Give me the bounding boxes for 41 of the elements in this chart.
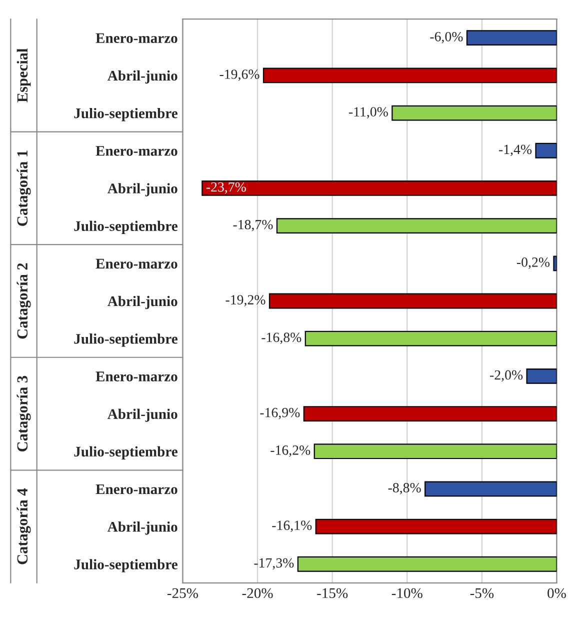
data-label: -16,2%: [270, 445, 310, 457]
text: Catagoría 3: [16, 376, 31, 452]
x-tick-label: -5%: [470, 588, 494, 598]
x-tick-label: -20%: [242, 588, 273, 598]
y-tick-label: Julio-septiembre: [74, 108, 178, 122]
y-tick-label: Enero-marzo: [96, 258, 178, 269]
x-tick-label: 0%: [548, 588, 566, 598]
y-tick-label: Julio-septiembre: [74, 334, 178, 347]
data-label: -19,6%: [220, 70, 260, 81]
text: Catagoría 2: [16, 263, 31, 339]
y-tick-label: Julio-septiembre: [74, 220, 178, 234]
data-label: -8,8%: [388, 483, 421, 494]
data-label: -17,3%: [254, 558, 294, 570]
y-tick-label: Enero-marzo: [96, 33, 178, 44]
data-label: -19,2%: [226, 295, 266, 306]
y-tick-label: Enero-marzo: [96, 146, 178, 156]
data-label: -16,9%: [260, 408, 300, 420]
data-label: -16,1%: [272, 520, 312, 532]
y-tick-label: Abril-junio: [108, 521, 178, 535]
y-tick-label: Abril-junio: [108, 183, 178, 196]
data-label: -11,0%: [348, 107, 388, 119]
x-tick-label: -15%: [317, 588, 348, 598]
y-tick-label: Enero-marzo: [96, 484, 178, 494]
text: Catagoría 4: [16, 488, 31, 564]
data-label: -23,7%: [206, 182, 246, 194]
y-tick-label: Julio-septiembre: [74, 559, 178, 572]
y-tick-label: Abril-junio: [108, 296, 178, 310]
y-tick-label: Julio-septiembre: [74, 446, 178, 460]
y-tick-label: Enero-marzo: [96, 372, 178, 382]
data-label: -1,4%: [499, 144, 532, 156]
data-label: -6,0%: [430, 32, 463, 44]
text: Especial: [16, 48, 31, 102]
data-label: -2,0%: [490, 370, 523, 382]
y-tick-label: Abril-junio: [108, 70, 178, 84]
data-label: -18,7%: [233, 220, 273, 232]
x-tick-label: -25%: [167, 588, 198, 598]
x-tick-label: -10%: [392, 588, 422, 598]
data-label: -16,8%: [262, 332, 302, 344]
text: Catagoría 1: [16, 150, 31, 226]
y-tick-label: Abril-junio: [108, 408, 178, 422]
data-label: -0,2%: [516, 258, 550, 269]
